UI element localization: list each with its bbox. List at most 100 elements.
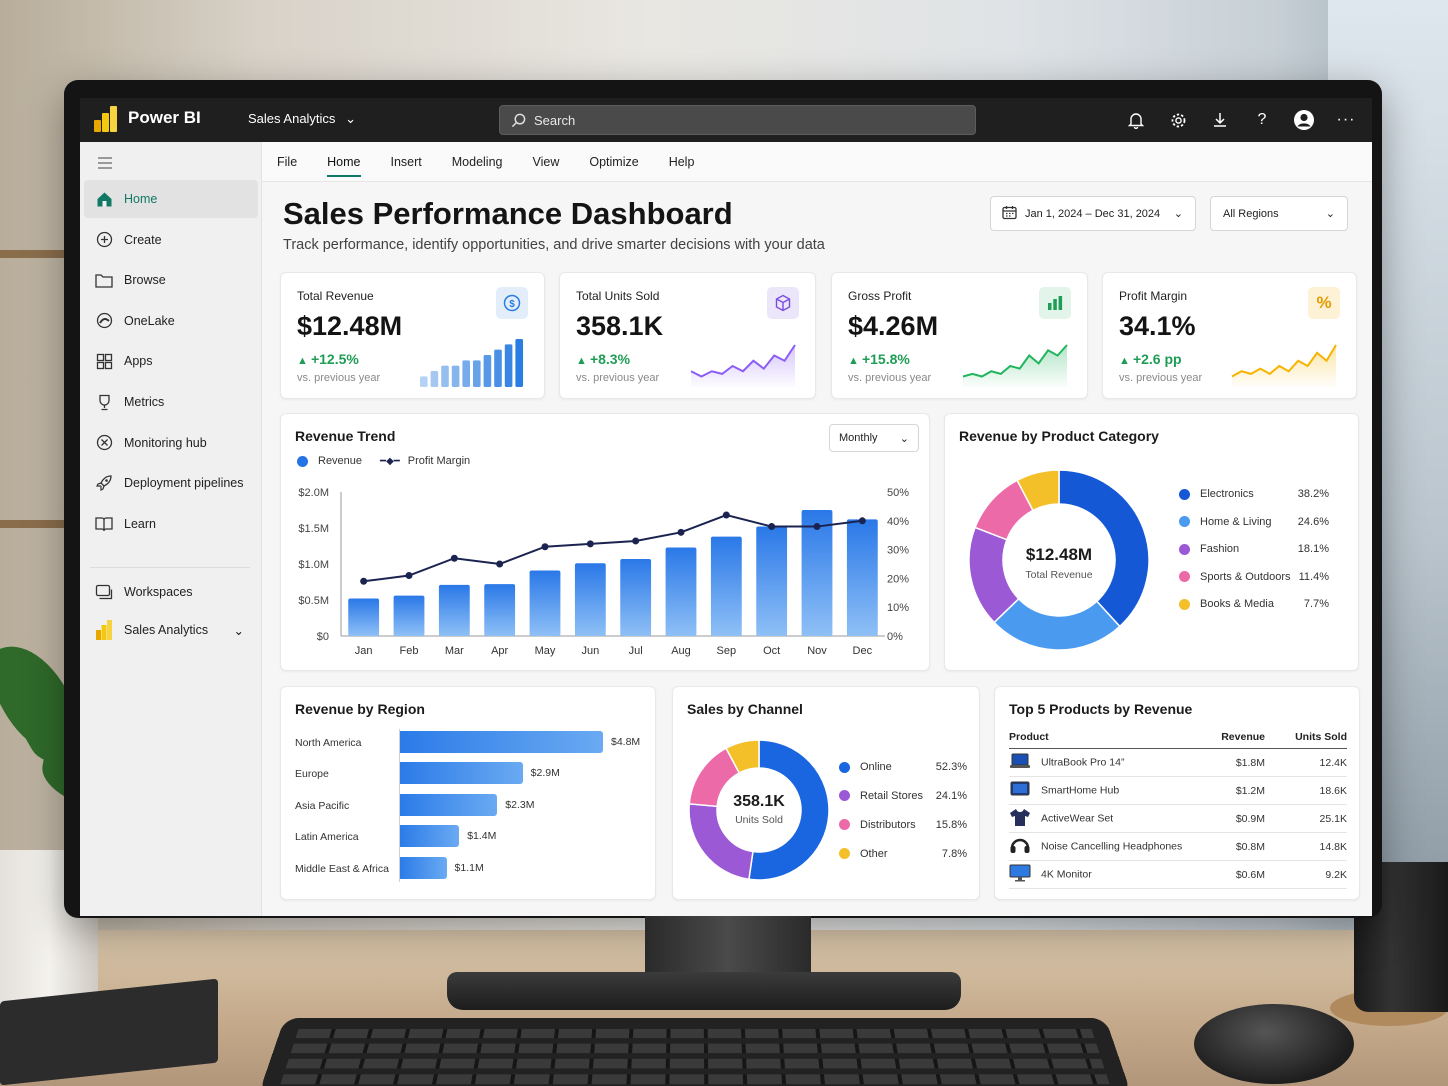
sidebar-divider: [90, 567, 250, 568]
sidebar-item-learn[interactable]: Learn: [84, 505, 258, 543]
revenue-bar: [711, 537, 742, 636]
tab-insert[interactable]: Insert: [391, 145, 422, 179]
sidebar-item-label: Metrics: [124, 395, 164, 409]
tab-file[interactable]: File: [277, 145, 297, 179]
region-title: Revenue by Region: [295, 701, 425, 717]
spark-bar: [473, 360, 481, 387]
sidebar-item-metrics[interactable]: Metrics: [84, 383, 258, 421]
category-center-label: Total Revenue: [959, 569, 1159, 581]
apps-icon: [84, 353, 124, 370]
gear-icon[interactable]: [1164, 106, 1192, 134]
sidebar-item-label: Create: [124, 233, 162, 247]
bell-icon[interactable]: [1122, 106, 1150, 134]
category-legend-item: Sports & Outdoors 11.4%: [1179, 571, 1329, 583]
kpi-delta: +15.8%: [848, 351, 910, 367]
sidebar-item-label: Deployment pipelines: [124, 476, 244, 490]
legend-value: 18.1%: [1298, 543, 1329, 555]
rocket-icon: [84, 474, 124, 492]
sidebar-item-monitoring-hub[interactable]: Monitoring hub: [84, 424, 258, 462]
sidebar-item-workspaces[interactable]: Workspaces: [84, 573, 258, 611]
tab-home[interactable]: Home: [327, 145, 360, 179]
chevron-down-icon: ⌄: [345, 111, 356, 126]
svg-text:$: $: [509, 299, 515, 310]
sidebar-item-browse[interactable]: Browse: [84, 261, 258, 299]
sidebar-item-deployment-pipelines[interactable]: Deployment pipelines: [84, 464, 258, 502]
kpi-card-profit-margin: Profit Margin34.1%+2.6 ppvs. previous ye…: [1102, 272, 1357, 399]
account-icon[interactable]: [1290, 106, 1318, 134]
legend-value: 7.7%: [1304, 598, 1329, 610]
sidebar-item-apps[interactable]: Apps: [84, 342, 258, 380]
table-row[interactable]: ActiveWear Set $0.9M 25.1K: [1009, 805, 1347, 833]
search-input[interactable]: Search: [499, 105, 976, 135]
region-value: $2.3M: [505, 799, 534, 811]
revenue-bar: [439, 585, 470, 636]
kpi-value: 358.1K: [576, 311, 663, 342]
y2-tick-label: 50%: [887, 487, 909, 499]
tab-modeling[interactable]: Modeling: [452, 145, 503, 179]
channel-center-label: Units Sold: [686, 814, 832, 826]
table-header-row: Product Revenue Units Sold: [1009, 727, 1347, 749]
more-icon[interactable]: ···: [1332, 106, 1360, 134]
kpi-card-total-revenue: Total Revenue$12.48M+12.5%vs. previous y…: [280, 272, 545, 399]
kpi-sparkline: [961, 337, 1071, 389]
tab-help[interactable]: Help: [669, 145, 695, 179]
profit-margin-point: [496, 561, 503, 568]
sidebar-item-onelake[interactable]: OneLake: [84, 302, 258, 340]
table-row[interactable]: SmartHome Hub $1.2M 18.6K: [1009, 777, 1347, 805]
legend-label: Online: [860, 761, 892, 773]
sidebar: Home Create Browse OneLake Apps Metrics Monito…: [80, 142, 262, 916]
profit-margin-point: [814, 523, 821, 530]
tab-view[interactable]: View: [533, 145, 560, 179]
spark-bar: [494, 350, 502, 387]
region-label: Asia Pacific: [295, 800, 349, 812]
profit-margin-point: [632, 537, 639, 544]
y-tick-label: $1.5M: [298, 523, 329, 535]
x-tick-label: Feb: [400, 645, 419, 657]
table-row[interactable]: Noise Cancelling Headphones $0.8M 14.8K: [1009, 833, 1347, 861]
top-products-title: Top 5 Products by Revenue: [1009, 701, 1192, 717]
legend-dot: [839, 790, 850, 801]
channel-legend-item: Retail Stores 24.1%: [839, 790, 967, 802]
x-tick-label: Jan: [355, 645, 373, 657]
legend-label: Books & Media: [1200, 598, 1274, 610]
table-row[interactable]: 4K Monitor $0.6M 9.2K: [1009, 861, 1347, 889]
region-filter-dropdown[interactable]: All Regions ⌄: [1210, 196, 1348, 231]
bar-chart-icon: [1039, 287, 1071, 319]
sidebar-item-home[interactable]: Home: [84, 180, 258, 218]
help-icon[interactable]: ?: [1248, 106, 1276, 134]
category-legend-item: Electronics 38.2%: [1179, 488, 1329, 500]
revenue-bar: [756, 527, 787, 636]
revenue-bar: [620, 559, 651, 636]
region-bar: [400, 762, 523, 784]
product-name: 4K Monitor: [1041, 869, 1092, 881]
kpi-note: vs. previous year: [297, 372, 380, 384]
hub-icon: [1009, 781, 1041, 800]
x-tick-label: Apr: [491, 645, 508, 657]
sidebar-item-current-workspace[interactable]: Sales Analytics ⌄: [84, 611, 258, 649]
sidebar-item-create[interactable]: Create: [84, 221, 258, 259]
x-tick-label: Aug: [671, 645, 691, 657]
legend-dot: [1179, 516, 1190, 527]
x-tick-label: Oct: [763, 645, 780, 657]
workspace-switcher[interactable]: Sales Analytics ⌄: [248, 111, 356, 127]
hamburger-icon[interactable]: [98, 156, 112, 174]
kpi-value: $12.48M: [297, 311, 402, 342]
legend-value: 11.4%: [1299, 571, 1329, 583]
x-tick-label: Mar: [445, 645, 464, 657]
table-row[interactable]: UltraBook Pro 14” $1.8M 12.4K: [1009, 749, 1347, 777]
download-icon[interactable]: [1206, 106, 1234, 134]
tab-optimize[interactable]: Optimize: [589, 145, 638, 179]
legend-label: Sports & Outdoors: [1200, 571, 1291, 583]
revenue-bar: [847, 519, 878, 636]
y-tick-label: $2.0M: [298, 487, 329, 499]
date-range-picker[interactable]: Jan 1, 2024 – Dec 31, 2024 ⌄: [990, 196, 1196, 231]
x-tick-label: Jun: [581, 645, 599, 657]
table-header-cell: Units Sold: [1265, 727, 1347, 749]
revenue-trend-card: Revenue Trend Monthly ⌄ Revenue ━◆━ Profi…: [280, 413, 930, 671]
keyboard: [259, 1018, 1132, 1086]
profit-margin-point: [542, 543, 549, 550]
legend-value: 38.2%: [1298, 488, 1329, 500]
product-units: 14.8K: [1265, 833, 1347, 861]
calendar-icon: [1002, 205, 1017, 223]
product-cell: ActiveWear Set: [1009, 805, 1205, 833]
